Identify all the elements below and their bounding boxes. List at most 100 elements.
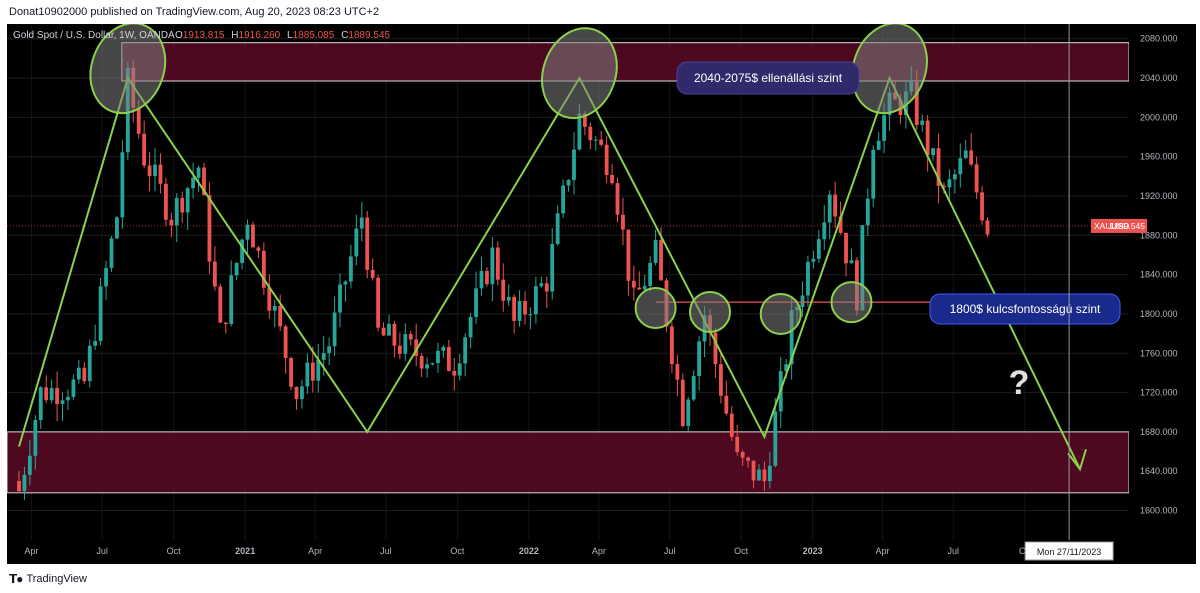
candle-body [316,359,321,381]
crosshair-date-label: Mon 27/11/2023 [1037,547,1101,557]
candle-body [718,364,723,396]
support-zone [6,431,1130,494]
candle-body [452,370,457,376]
candle-body [523,300,527,315]
y-tick-label: 2040.000 [1140,73,1178,83]
candle-body [789,310,794,365]
candle-body [55,388,59,404]
candle-body [517,300,522,321]
candle-body [359,217,364,229]
support-label-text: 1800$ kulcsfontosságú szint [950,302,1101,316]
candle-body [446,346,451,371]
highlight-circle [689,290,732,333]
candle-body [457,363,462,376]
chart-panel[interactable]: 2040-2075$ ellenállási szint 1800$ kulcsf… [6,22,1196,564]
candle-body [381,327,386,336]
low-label: L [287,30,293,41]
resistance-zone [121,42,1130,82]
candle-body [751,460,756,481]
candle-body [501,279,506,301]
x-tick-label: Apr [24,546,38,556]
candle-body [942,185,946,188]
candle-body [354,228,359,257]
candle-body [577,113,582,150]
candle-body [60,400,65,404]
candle-body [218,286,223,323]
candle-body [936,148,941,186]
candle-body [871,149,876,199]
candle-body [408,334,413,340]
candle-body [272,305,277,311]
x-tick-label: 2022 [519,546,539,556]
candle-body [387,323,391,336]
candle-body [180,197,185,213]
y-tick-label: 1640.000 [1140,466,1178,476]
candle-body [343,281,348,285]
candle-body [327,346,332,354]
resistance-label: 2040-2075$ ellenállási szint [676,61,860,95]
candle-body [865,198,870,226]
candle-body [370,269,375,278]
price-chart[interactable]: 2040-2075$ ellenállási szint 1800$ kulcsf… [6,22,1196,564]
candle-body [87,345,92,382]
candle-body [925,120,930,156]
candle-body [659,239,663,281]
candle-body [153,164,157,177]
candle-body [648,262,653,286]
candle-body [599,139,604,145]
candle-body [414,339,419,357]
candle-body [767,465,772,482]
candle-body [365,217,370,270]
high-value: 1916.260 [239,30,281,41]
candle-body [300,386,304,400]
candle-body [931,148,935,156]
candle-body [479,270,484,289]
candle-body [762,469,767,482]
candle-body [474,288,478,318]
x-tick-label: 2021 [235,546,255,556]
resistance-label-text: 2040-2075$ ellenállási szint [694,71,843,85]
published-text: Donat10902000 published on TradingView.c… [9,6,380,18]
price-axis[interactable] [1129,24,1196,564]
candle-body [17,481,21,492]
candle-body [120,152,125,218]
candle-body [561,185,566,214]
candle-body [691,376,696,400]
candle-body [332,312,337,347]
candle-body [773,411,778,466]
candle-body [283,326,288,358]
candle-body [642,285,647,290]
candle-body [876,140,881,150]
candle-body [109,238,114,268]
ohlc-values: O1913.815 H1916.260 L1885.085 C1889.545 [175,30,390,41]
x-tick-label: 2023 [803,546,823,556]
candle-body [593,139,598,141]
tradingview-brand[interactable]: 𝗧● TradingView [9,572,87,586]
candle-body [185,188,190,213]
candle-body [33,420,38,456]
candle-body [321,353,326,360]
candle-body [49,388,54,401]
candle-body [142,133,147,166]
candle-body [71,379,76,397]
candle-body [920,120,925,125]
candle-body [816,239,821,259]
support-label-box [929,293,1121,325]
published-header: Donat10902000 published on TradingView.c… [0,0,1200,24]
candle-body [136,107,141,134]
candle-body [22,474,27,492]
candle-body [338,284,342,313]
x-tick-label: Jul [948,546,960,556]
candle-body [436,350,440,364]
candle-body [882,115,887,141]
tradingview-logo-icon: 𝗧● [9,572,23,586]
candle-body [539,283,544,287]
y-tick-label: 1800.000 [1140,309,1178,319]
low-value: 1885.085 [293,30,335,41]
candle-body [66,396,70,401]
candle-body [544,283,549,292]
candle-body [610,175,614,184]
candle-body [419,356,424,369]
candle-body [240,239,244,264]
candle-body [670,326,674,365]
